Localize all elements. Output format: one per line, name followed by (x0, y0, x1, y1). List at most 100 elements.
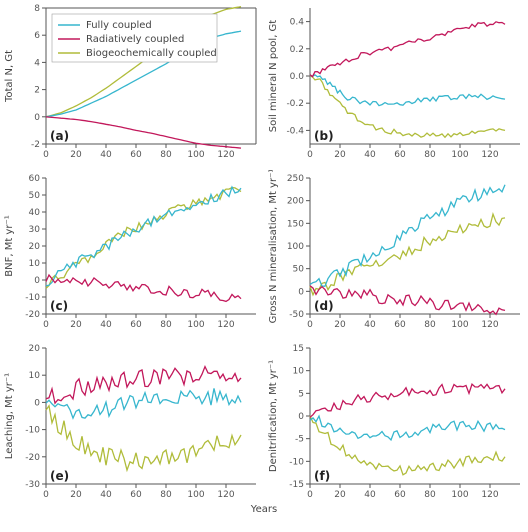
panel-a-svg: 020406080100120-202468Total N, Gt(a)Full… (0, 0, 264, 170)
xtick-label: 100 (187, 150, 204, 160)
ylabel-b: Soil mineral N pool, Gt (268, 20, 279, 133)
legend-label: Biogeochemically coupled (86, 48, 217, 59)
xtick-label: 120 (217, 320, 234, 330)
panel-letter-b: (b) (314, 129, 334, 143)
ytick-label: 10 (29, 259, 41, 269)
xtick-label: 60 (394, 490, 406, 500)
xtick-label: 120 (217, 150, 234, 160)
ytick-label: -30 (25, 480, 40, 490)
ytick-label: 20 (29, 242, 41, 252)
xtick-label: 0 (43, 150, 49, 160)
xtick-label: 20 (70, 320, 82, 330)
ytick-label: 0.0 (290, 72, 305, 82)
series-radiatively (310, 286, 505, 315)
panel-letter-c: (c) (50, 299, 68, 313)
ytick-label: 5 (298, 389, 304, 399)
ytick-label: -2 (31, 140, 40, 150)
xtick-label: 60 (130, 150, 142, 160)
legend: Fully coupledRadiatively coupledBiogeoch… (52, 14, 217, 62)
ytick-label: 250 (287, 174, 304, 184)
xtick-label: 20 (70, 490, 82, 500)
legend-label: Fully coupled (86, 20, 152, 31)
series-biogeochem (46, 406, 241, 470)
series-biogeochem (310, 76, 505, 138)
series-biogeochem (310, 214, 505, 295)
panel-e-svg: 020406080100120-30-20-1001020Leaching, M… (0, 340, 264, 510)
xtick-label: 100 (187, 320, 204, 330)
ytick-label: -10 (289, 457, 304, 467)
ytick-label: 2 (34, 86, 40, 96)
ylabel-a: Total N, Gt (4, 50, 15, 103)
series-fully_coupled (310, 185, 505, 286)
xtick-label: 0 (43, 490, 49, 500)
ytick-label: 0 (34, 113, 40, 123)
xtick-label: 80 (424, 320, 436, 330)
ytick-label: 6 (34, 31, 40, 41)
panel-d: 020406080100120-50050100150200250Gross N… (264, 170, 528, 340)
xtick-label: 20 (334, 490, 346, 500)
ytick-label: 40 (29, 208, 41, 218)
figure-grid: 020406080100120-202468Total N, Gt(a)Full… (0, 0, 528, 532)
ylabel-e: Leaching, Mt yr⁻¹ (4, 373, 15, 459)
xtick-label: 20 (70, 150, 82, 160)
ytick-label: -20 (25, 453, 40, 463)
ytick-label: -50 (289, 310, 304, 320)
ytick-label: -5 (295, 435, 304, 445)
xtick-label: 40 (100, 320, 112, 330)
series-radiatively (310, 384, 505, 417)
ytick-label: 0 (298, 412, 304, 422)
panel-a: 020406080100120-202468Total N, Gt(a)Full… (0, 0, 264, 170)
ylabel-f: Denitrification, Mt yr⁻¹ (268, 360, 279, 472)
xtick-label: 100 (451, 150, 468, 160)
xtick-label: 0 (43, 320, 49, 330)
series-fully_coupled (46, 388, 241, 418)
xtick-label: 120 (217, 490, 234, 500)
ytick-label: 4 (34, 58, 40, 68)
ytick-label: 50 (29, 191, 41, 201)
panel-e: 020406080100120-30-20-1001020Leaching, M… (0, 340, 264, 510)
xtick-label: 80 (160, 320, 172, 330)
xtick-label: 40 (364, 320, 376, 330)
panel-c-svg: 020406080100120-20-100102030405060BNF, M… (0, 170, 264, 340)
ytick-label: 150 (287, 219, 304, 229)
xtick-label: 120 (481, 320, 498, 330)
panel-letter-f: (f) (314, 469, 330, 483)
ytick-label: -0.4 (286, 126, 304, 136)
xtick-label: 0 (307, 490, 313, 500)
xtick-label: 80 (424, 490, 436, 500)
xtick-label: 0 (307, 320, 313, 330)
xtick-label: 40 (100, 150, 112, 160)
xtick-label: 100 (187, 490, 204, 500)
series-radiatively (46, 275, 241, 301)
xtick-label: 80 (160, 490, 172, 500)
ytick-label: 0 (298, 287, 304, 297)
ytick-label: -0.2 (286, 99, 304, 109)
ytick-label: 0 (34, 398, 40, 408)
xtick-label: 80 (160, 150, 172, 160)
panel-letter-d: (d) (314, 299, 334, 313)
ytick-label: 100 (287, 242, 304, 252)
series-biogeochem (46, 188, 241, 289)
xtick-label: 100 (451, 490, 468, 500)
xtick-label: 40 (364, 150, 376, 160)
series-radiatively (46, 117, 241, 148)
xaxis-label: Years (250, 504, 277, 515)
ytick-label: 10 (29, 371, 41, 381)
xtick-label: 20 (334, 320, 346, 330)
ytick-label: 30 (29, 225, 41, 235)
panel-b: 020406080100120-0.4-0.20.00.20.4Soil min… (264, 0, 528, 170)
ytick-label: 0.2 (290, 45, 304, 55)
panel-f-svg: 020406080100120-15-10-5051015Denitrifica… (264, 340, 528, 510)
series-biogeochem (310, 416, 505, 475)
ytick-label: 50 (293, 265, 305, 275)
panel-letter-a: (a) (50, 129, 69, 143)
panel-f: 020406080100120-15-10-5051015Denitrifica… (264, 340, 528, 510)
xtick-label: 40 (100, 490, 112, 500)
series-radiatively (310, 22, 505, 77)
ytick-label: -15 (289, 480, 304, 490)
ylabel-c: BNF, Mt yr⁻¹ (4, 215, 15, 277)
panel-letter-e: (e) (50, 469, 69, 483)
xtick-label: 60 (130, 320, 142, 330)
panel-d-svg: 020406080100120-50050100150200250Gross N… (264, 170, 528, 340)
panel-b-svg: 020406080100120-0.4-0.20.00.20.4Soil min… (264, 0, 528, 170)
